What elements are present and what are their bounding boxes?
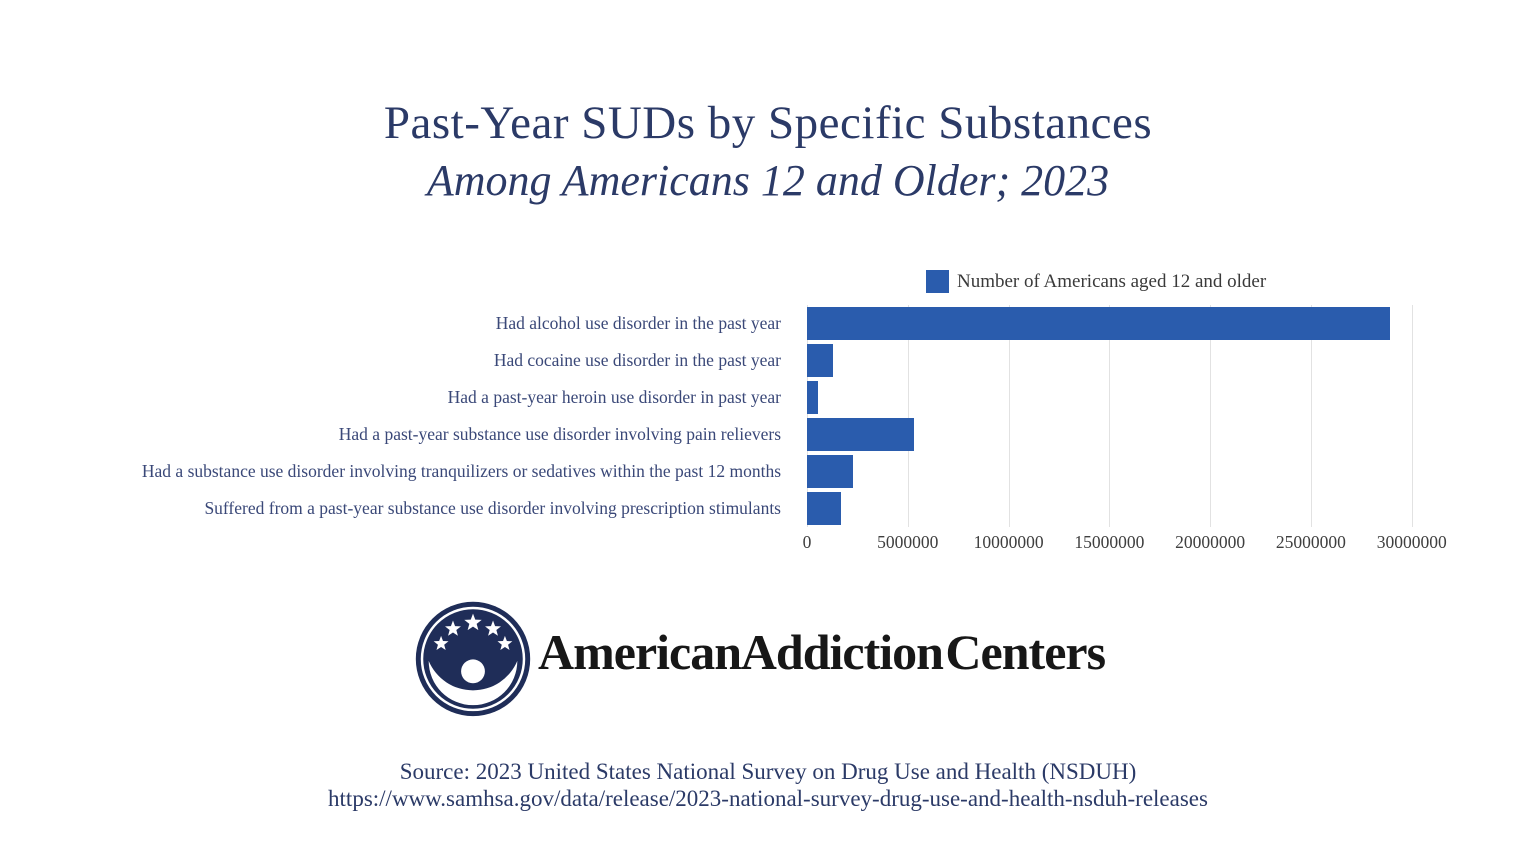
x-axis: 0 5000000 10000000 15000000 20000000 25000000…: [803, 532, 1452, 554]
legend: Number of Americans aged 12 and older: [926, 270, 1266, 293]
x-tick-label: 0: [802, 532, 812, 552]
chart-title: Past-Year SUDs by Specific Substances: [383, 97, 1153, 149]
category-row: Had a past-year heroin use disorder in p…: [0, 379, 794, 416]
category-label: Had cocaine use disorder in the past yea…: [493, 350, 781, 370]
bar: [807, 418, 914, 451]
bar: [807, 455, 854, 488]
bar: [807, 344, 834, 377]
source-note: Source: 2023 United States National Surv…: [0, 758, 1536, 812]
star-icon: [445, 620, 461, 636]
category-row: Suffered from a past-year substance use …: [0, 490, 794, 527]
brand-wordmark: American Addiction Centers: [538, 624, 1106, 680]
bar: [807, 381, 819, 414]
category-label: Suffered from a past-year substance use …: [204, 498, 781, 518]
category-row: Had alcohol use disorder in the past yea…: [0, 305, 794, 342]
category-row: Had cocaine use disorder in the past yea…: [0, 342, 794, 379]
bar: [807, 492, 842, 525]
plot-area: [807, 305, 1452, 527]
x-tick-label: 15000000: [1074, 532, 1145, 552]
star-icon: [497, 635, 513, 651]
gridline: [1109, 305, 1111, 527]
gridline: [1411, 305, 1413, 527]
x-tick-label: 10000000: [973, 532, 1044, 552]
brand-logo: American Addiction Centers: [412, 597, 1112, 719]
x-tick-label: 20000000: [1175, 532, 1246, 552]
legend-swatch-icon: [926, 270, 949, 293]
bar: [807, 307, 1390, 340]
category-label: Had a past-year heroin use disorder in p…: [447, 387, 781, 407]
source-url-link[interactable]: https://www.samhsa.gov/data/release/2023…: [328, 786, 1208, 811]
category-axis: Had alcohol use disorder in the past yea…: [0, 305, 794, 527]
gridline: [1310, 305, 1312, 527]
x-tick-label: 5000000: [877, 532, 939, 552]
star-icon: [433, 635, 449, 651]
aac-emblem-icon: [415, 601, 531, 717]
source-line: Source: 2023 United States National Surv…: [399, 759, 1137, 784]
legend-label: Number of Americans aged 12 and older: [957, 270, 1267, 292]
gridline: [1210, 305, 1212, 527]
star-icon: [464, 613, 482, 631]
chart-subtitle: Among Americans 12 and Older; 2023: [426, 156, 1110, 205]
gridline: [907, 305, 909, 527]
category-row: Had a substance use disorder involving t…: [0, 453, 794, 490]
gridline: [807, 305, 808, 527]
category-row: Had a past-year substance use disorder i…: [0, 416, 794, 453]
category-label: Had a substance use disorder involving t…: [141, 461, 781, 481]
category-label: Had a past-year substance use disorder i…: [338, 424, 781, 444]
x-tick-label: 30000000: [1376, 532, 1447, 552]
star-icon: [485, 620, 501, 636]
gridline: [1008, 305, 1010, 527]
category-label: Had alcohol use disorder in the past yea…: [495, 313, 781, 333]
x-tick-label: 25000000: [1275, 532, 1346, 552]
